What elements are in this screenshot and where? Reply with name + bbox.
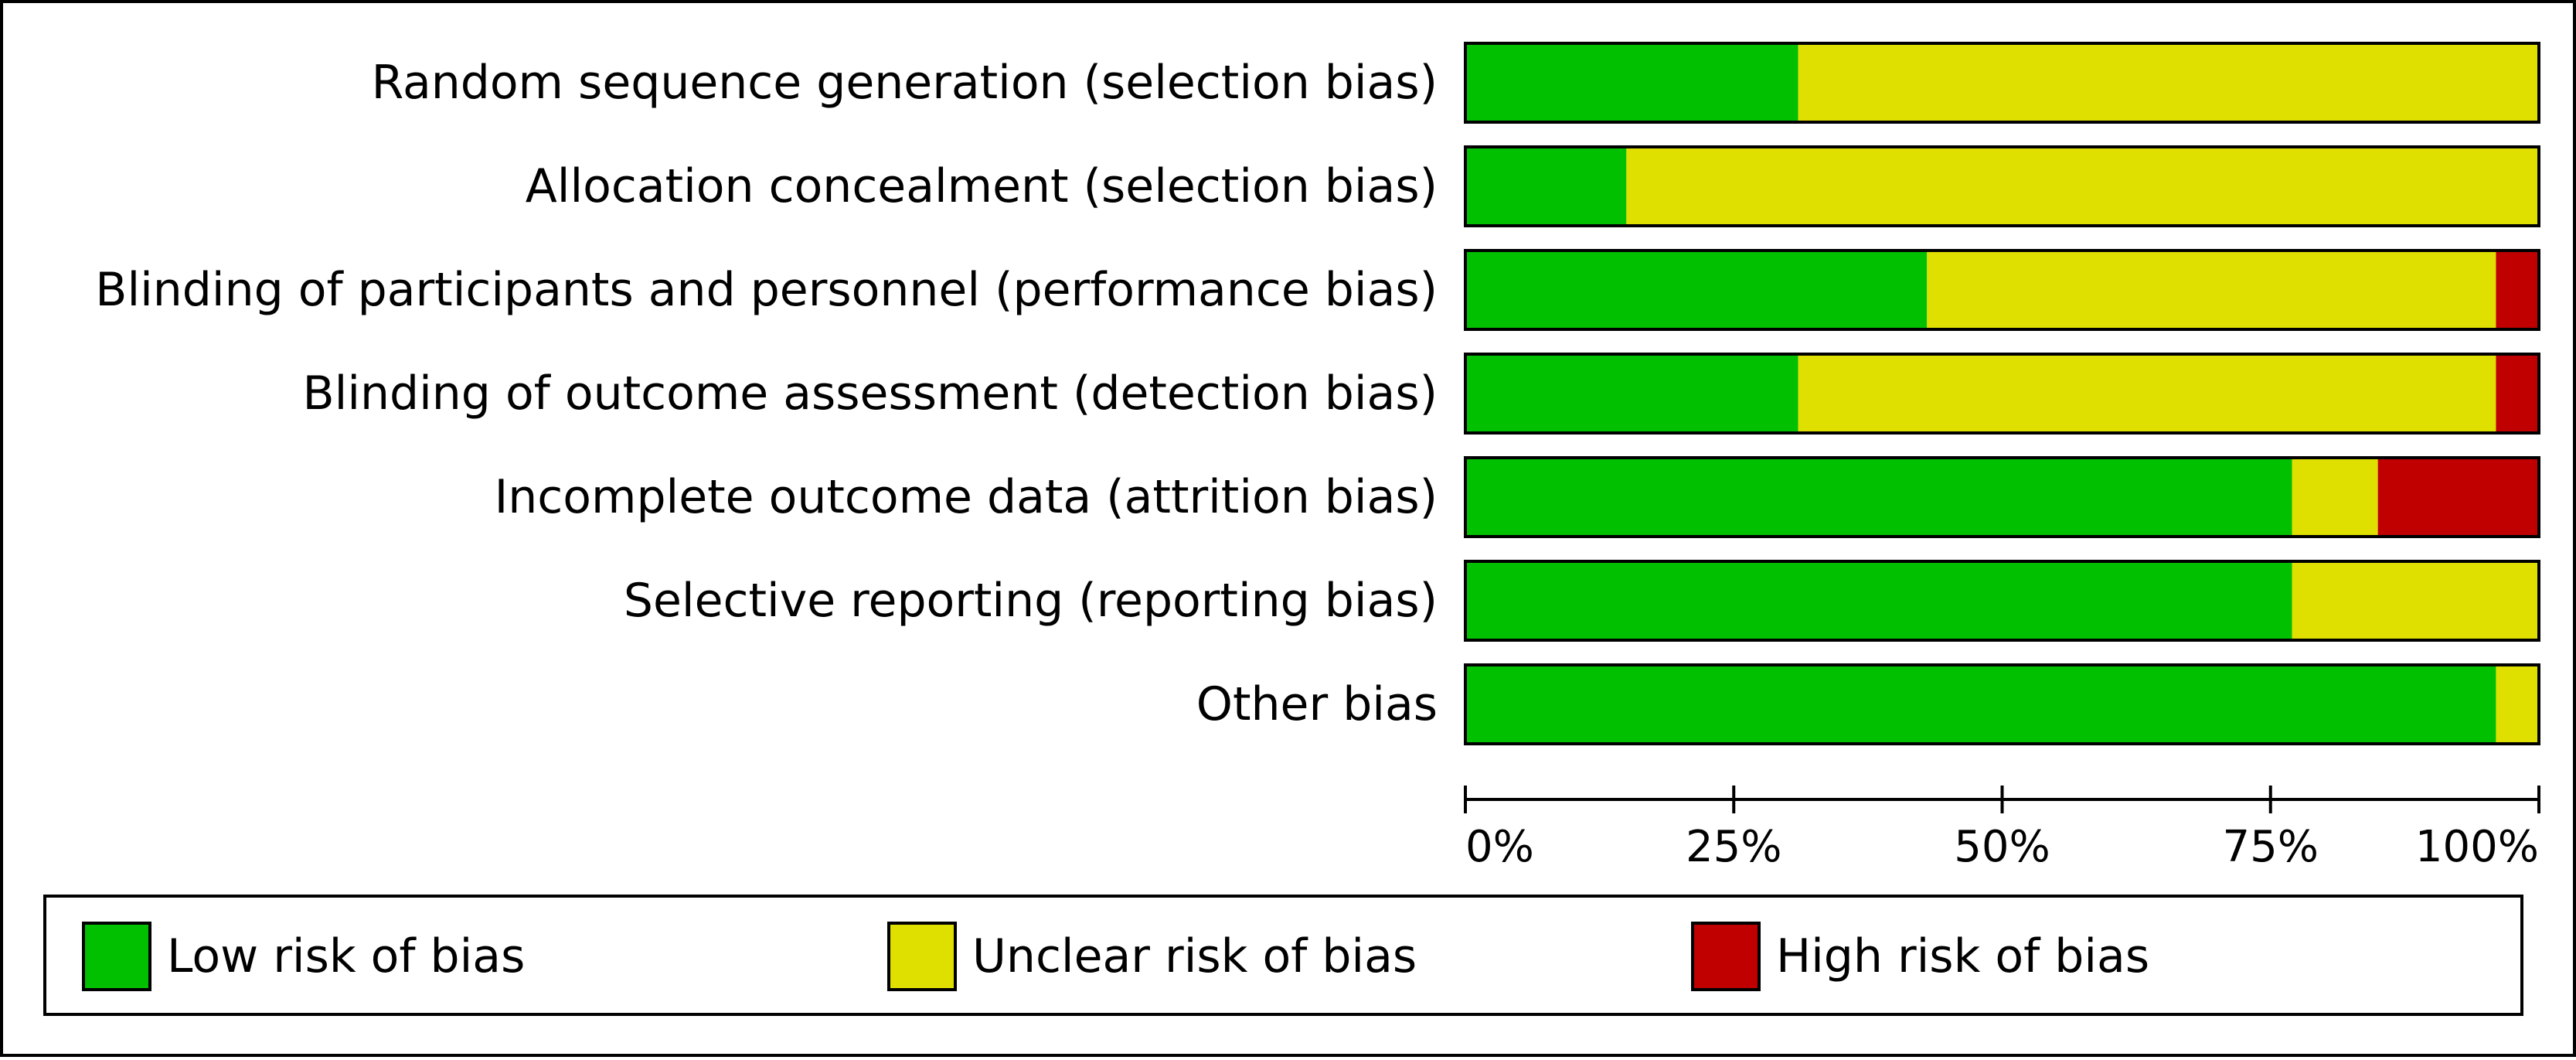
bar-segment-low-risk-of-bias <box>1465 251 1928 329</box>
x-tick-label: 100% <box>2415 822 2539 872</box>
x-tick-label: 0% <box>1465 822 1534 872</box>
legend-swatch <box>1691 922 1761 991</box>
bar-row-blinding-of-participants-and-personnel-performance-bias: Blinding of participants and personnel (… <box>95 249 2540 331</box>
x-axis: 0% 25% 50% 75% 100% <box>1464 786 2540 872</box>
legend-item-high-risk-of-bias: High risk of bias <box>1691 922 2149 991</box>
bar-row-selective-reporting-reporting-bias: Selective reporting (reporting bias) <box>624 560 2540 642</box>
x-tick-label: 50% <box>1954 822 2050 872</box>
bar-outline <box>1464 145 2540 227</box>
bar-segment-low-risk-of-bias <box>1465 665 2496 744</box>
x-tick-label: 75% <box>2223 822 2319 872</box>
bar-row-incomplete-outcome-data-attrition-bias: Incomplete outcome data (attrition bias) <box>495 456 2540 538</box>
legend-label: Low risk of bias <box>167 929 525 983</box>
category-label: Random sequence generation (selection bi… <box>372 56 1438 110</box>
bar-segment-unclear-risk-of-bias <box>2292 458 2378 537</box>
bar-segment-unclear-risk-of-bias <box>2496 665 2539 744</box>
bar-segment-unclear-risk-of-bias <box>1927 251 2496 329</box>
legend-item-low-risk-of-bias: Low risk of bias <box>82 922 525 991</box>
bar-segment-low-risk-of-bias <box>1465 354 1798 433</box>
legend: Low risk of bias Unclear risk of bias High… <box>43 895 2523 1016</box>
bar-outline <box>1464 249 2540 331</box>
legend-label: High risk of bias <box>1776 929 2149 983</box>
bar-segment-unclear-risk-of-bias <box>1798 43 2539 122</box>
bar-row-random-sequence-generation-selection-bias: Random sequence generation (selection bi… <box>372 42 2540 124</box>
category-label: Selective reporting (reporting bias) <box>624 574 1438 628</box>
bar-row-allocation-concealment-selection-bias: Allocation concealment (selection bias) <box>526 145 2540 227</box>
bar-segment-low-risk-of-bias <box>1465 43 1798 122</box>
bar-segment-high-risk-of-bias <box>2496 354 2539 433</box>
bar-segment-low-risk-of-bias <box>1465 561 2292 640</box>
bar-outline <box>1464 560 2540 642</box>
x-tick-label: 25% <box>1686 822 1781 872</box>
legend-label: Unclear risk of bias <box>972 929 1417 983</box>
category-label: Blinding of outcome assessment (detectio… <box>302 366 1438 421</box>
bar-outline <box>1464 456 2540 538</box>
legend-box <box>43 895 2523 1016</box>
bar-outline <box>1464 663 2540 745</box>
category-label: Incomplete outcome data (attrition bias) <box>495 470 1438 524</box>
bar-segment-low-risk-of-bias <box>1465 458 2292 537</box>
bar-segment-low-risk-of-bias <box>1465 147 1627 226</box>
bar-row-other-bias: Other bias <box>1196 663 2540 745</box>
bar-outline <box>1464 42 2540 124</box>
bar-segment-unclear-risk-of-bias <box>1626 147 2539 226</box>
bar-segment-high-risk-of-bias <box>2496 251 2539 329</box>
bar-row-blinding-of-outcome-assessment-detection-bias: Blinding of outcome assessment (detectio… <box>302 353 2540 435</box>
bar-segment-unclear-risk-of-bias <box>1798 354 2496 433</box>
risk-of-bias-chart: Random sequence generation (selection bi… <box>43 42 2540 1016</box>
legend-swatch <box>887 922 957 991</box>
bar-segment-high-risk-of-bias <box>2377 458 2539 537</box>
category-label: Allocation concealment (selection bias) <box>526 159 1438 213</box>
bar-segment-unclear-risk-of-bias <box>2292 561 2539 640</box>
legend-swatch <box>82 922 151 991</box>
legend-item-unclear-risk-of-bias: Unclear risk of bias <box>887 922 1417 991</box>
category-label: Blinding of participants and personnel (… <box>95 263 1438 317</box>
bar-rows: Random sequence generation (selection bi… <box>95 42 2540 745</box>
bar-outline <box>1464 353 2540 435</box>
category-label: Other bias <box>1196 677 1438 731</box>
